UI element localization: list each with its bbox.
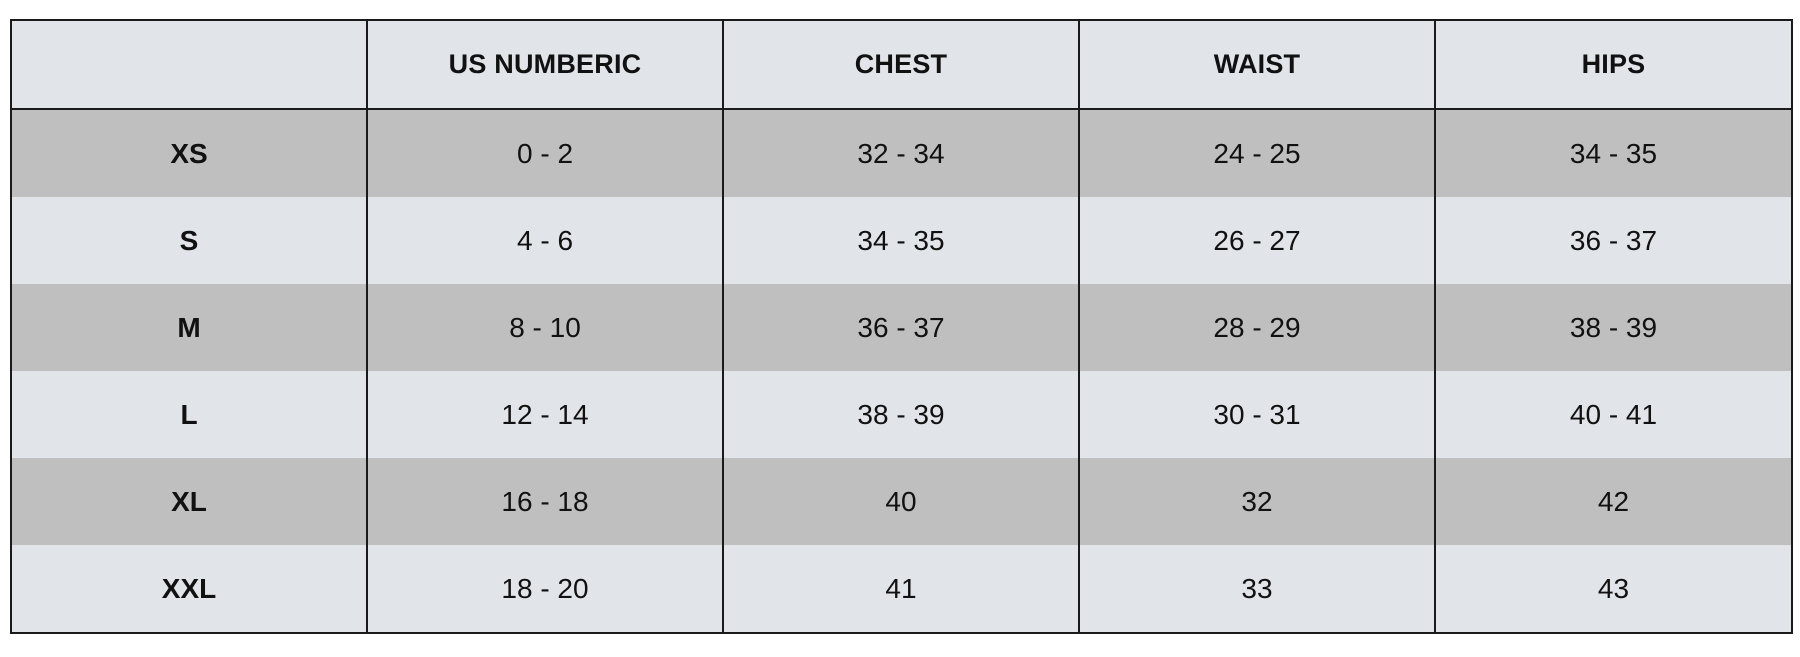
size-label-cell: XL [11,458,367,545]
chest-cell: 32 - 34 [722,109,1079,197]
us-numeric-cell: 16 - 18 [366,458,723,545]
size-label-cell: L [11,371,367,458]
chest-cell: 40 [722,458,1079,545]
waist-cell: 26 - 27 [1078,197,1435,284]
table-body: XS 0 - 2 32 - 34 24 - 25 34 - 35 S 4 - 6… [11,109,1792,633]
hips-cell: 40 - 41 [1434,371,1792,458]
header-row: US NUMBERIC CHEST WAIST HIPS [11,20,1792,110]
hips-cell: 34 - 35 [1434,109,1792,197]
waist-cell: 24 - 25 [1078,109,1435,197]
waist-cell: 30 - 31 [1078,371,1435,458]
size-chart-table: US NUMBERIC CHEST WAIST HIPS XS 0 - 2 32… [10,19,1793,634]
chest-cell: 34 - 35 [722,197,1079,284]
table-row: XS 0 - 2 32 - 34 24 - 25 34 - 35 [11,109,1792,197]
size-label-cell: S [11,197,367,284]
header-cell-empty [11,20,367,110]
hips-cell: 38 - 39 [1434,284,1792,371]
table-row: S 4 - 6 34 - 35 26 - 27 36 - 37 [11,197,1792,284]
chest-cell: 36 - 37 [722,284,1079,371]
hips-cell: 36 - 37 [1434,197,1792,284]
waist-cell: 33 [1078,545,1435,633]
table-row: XXL 18 - 20 41 33 43 [11,545,1792,633]
us-numeric-cell: 4 - 6 [366,197,723,284]
table-row: M 8 - 10 36 - 37 28 - 29 38 - 39 [11,284,1792,371]
us-numeric-cell: 0 - 2 [366,109,723,197]
us-numeric-cell: 12 - 14 [366,371,723,458]
table-row: XL 16 - 18 40 32 42 [11,458,1792,545]
chest-cell: 38 - 39 [722,371,1079,458]
table-row: L 12 - 14 38 - 39 30 - 31 40 - 41 [11,371,1792,458]
size-label-cell: XS [11,109,367,197]
hips-cell: 43 [1434,545,1792,633]
us-numeric-cell: 8 - 10 [366,284,723,371]
waist-cell: 28 - 29 [1078,284,1435,371]
size-label-cell: XXL [11,545,367,633]
header-cell-hips: HIPS [1434,20,1792,110]
size-chart-container: US NUMBERIC CHEST WAIST HIPS XS 0 - 2 32… [10,19,1793,634]
header-cell-chest: CHEST [722,20,1079,110]
table-header: US NUMBERIC CHEST WAIST HIPS [11,20,1792,110]
waist-cell: 32 [1078,458,1435,545]
hips-cell: 42 [1434,458,1792,545]
size-label-cell: M [11,284,367,371]
header-cell-us-numeric: US NUMBERIC [366,20,723,110]
us-numeric-cell: 18 - 20 [366,545,723,633]
chest-cell: 41 [722,545,1079,633]
header-cell-waist: WAIST [1078,20,1435,110]
